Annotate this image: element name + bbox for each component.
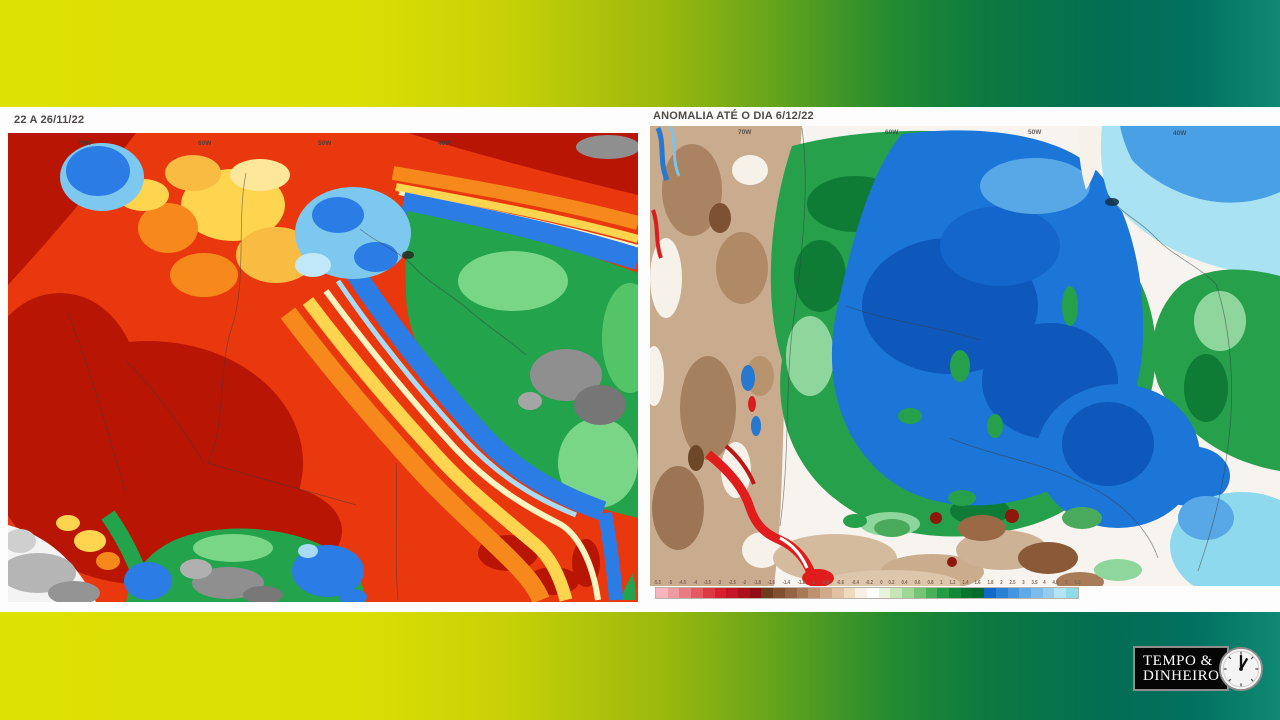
colorbar-tick-label: 0.4: [901, 580, 908, 586]
colorbar-segment: [656, 588, 668, 598]
colorbar-tick-label: 1.2: [949, 580, 956, 586]
colorbar-tick-label: 1: [940, 580, 943, 586]
left-map-lon-label: 40W: [438, 140, 452, 147]
colorbar-segment: [1007, 588, 1020, 598]
right-map-lon-label: 60W: [885, 129, 899, 136]
colorbar-tick-label: -1.4: [782, 580, 790, 586]
right-map-title: ANOMALIA ATÉ O DIA 6/12/22: [653, 110, 814, 122]
left-map-lon-label: 50W: [318, 140, 332, 147]
right-map-lon-label: 50W: [1028, 129, 1042, 136]
colorbar-segment: [960, 588, 973, 598]
colorbar-segment: [890, 588, 903, 598]
colorbar-segment: [1066, 588, 1078, 598]
colorbar-segment: [925, 588, 938, 598]
colorbar-tick-label: 0.8: [927, 580, 934, 586]
colorbar-segment: [820, 588, 832, 598]
colorbar-tick-label: -0.8: [822, 580, 830, 586]
precipitation-map-graphic: 70W 60W 50W 40W: [8, 133, 638, 602]
right-map-lon-label: 70W: [738, 129, 752, 136]
colorbar-segment: [1054, 588, 1067, 598]
colorbar-tick-label: -0.2: [865, 580, 874, 586]
left-map-lon-label: 70W: [78, 140, 92, 147]
colorbar-tick-label: -0.4: [851, 580, 859, 586]
colorbar-tick-label: 4.5: [1052, 580, 1059, 586]
colorbar-tick-label: -1.2: [797, 580, 805, 586]
colorbar-segment: [984, 588, 996, 598]
colorbar-tick-label: 0: [879, 580, 883, 586]
colorbar-tick-label: 4: [1043, 580, 1047, 586]
colorbar-segment: [773, 588, 785, 598]
anomaly-map: 70W 60W 50W 40W: [650, 126, 1280, 586]
anomaly-colorbar: [655, 587, 1079, 599]
colorbar-segment: [855, 588, 867, 598]
colorbar-segment: [749, 588, 762, 598]
left-map-title: 22 A 26/11/22: [14, 114, 85, 126]
colorbar-segment: [702, 588, 715, 598]
precipitation-map: 70W 60W 50W 40W: [8, 133, 638, 602]
anomaly-colorbar-ticks: -5.5 -5 -4.5 -4 -3.5 -3 -2.5 -2 -1.8 -1.6 -1.4 -1.2…: [653, 577, 1081, 586]
colorbar-segment: [937, 588, 949, 598]
colorbar-segment: [843, 588, 856, 598]
colorbar-tick-label: 3.5: [1031, 580, 1038, 586]
colorbar-tick-label: -4.5: [678, 580, 686, 586]
colorbar-tick-label: -1: [811, 580, 816, 586]
colorbar-tick-label: 1.8: [987, 580, 994, 586]
colorbar-segment: [902, 588, 914, 598]
left-map-lon-label: 60W: [198, 140, 212, 147]
logo-line1: TEMPO &: [1143, 652, 1213, 669]
colorbar-tick-label: -3: [717, 580, 722, 586]
colorbar-segment: [1042, 588, 1055, 598]
tempo-dinheiro-logo: TEMPO & DINHEIRO: [1133, 646, 1229, 691]
colorbar-segment: [726, 588, 739, 598]
colorbar-tick-label: 2.5: [1009, 580, 1016, 586]
colorbar-tick-label: -5: [667, 580, 672, 586]
clock-icon: [1218, 646, 1264, 692]
colorbar-tick-label: 3: [1022, 580, 1025, 586]
colorbar-tick-label: -4: [692, 580, 697, 586]
colorbar-tick-label: -5.5: [653, 580, 661, 586]
colorbar-segment: [972, 588, 985, 598]
colorbar-tick-label: -1.6: [768, 580, 776, 586]
logo-line2: DINHEIRO: [1143, 667, 1220, 684]
colorbar-segment: [1031, 588, 1043, 598]
colorbar-segment: [878, 588, 891, 598]
colorbar-tick-label: 2: [1000, 580, 1003, 586]
colorbar-segment: [913, 588, 926, 598]
colorbar-segment: [796, 588, 809, 598]
anomaly-map-graphic: 70W 60W 50W 40W: [650, 126, 1280, 586]
colorbar-tick-label: -0.6: [836, 580, 844, 586]
colorbar-tick-label: 5.5: [1074, 580, 1081, 586]
colorbar-tick-label: 1.6: [975, 580, 981, 586]
colorbar-tick-label: 5: [1065, 580, 1068, 586]
colorbar-segment: [808, 588, 821, 598]
colorbar-segment: [714, 588, 727, 598]
right-map-lon-label: 40W: [1173, 130, 1187, 137]
colorbar-segment: [784, 588, 797, 598]
colorbar-segment: [948, 588, 961, 598]
colorbar-segment: [1019, 588, 1031, 598]
colorbar-tick-label: -2: [742, 580, 747, 586]
colorbar-segment: [679, 588, 692, 598]
colorbar-segment: [691, 588, 703, 598]
colorbar-segment: [667, 588, 680, 598]
colorbar-segment: [761, 588, 774, 598]
colorbar-segment: [738, 588, 750, 598]
colorbar-tick-label: -3.5: [703, 580, 711, 586]
colorbar-tick-label: 1.4: [962, 580, 969, 586]
colorbar-tick-label: -2.5: [728, 580, 736, 586]
colorbar-segment: [995, 588, 1008, 598]
colorbar-tick-label: 0.6: [914, 580, 921, 586]
colorbar-segment: [831, 588, 844, 598]
colorbar-tick-label: 0.2: [888, 580, 895, 586]
colorbar-segment: [866, 588, 879, 598]
colorbar-tick-label: -1.8: [753, 580, 761, 586]
